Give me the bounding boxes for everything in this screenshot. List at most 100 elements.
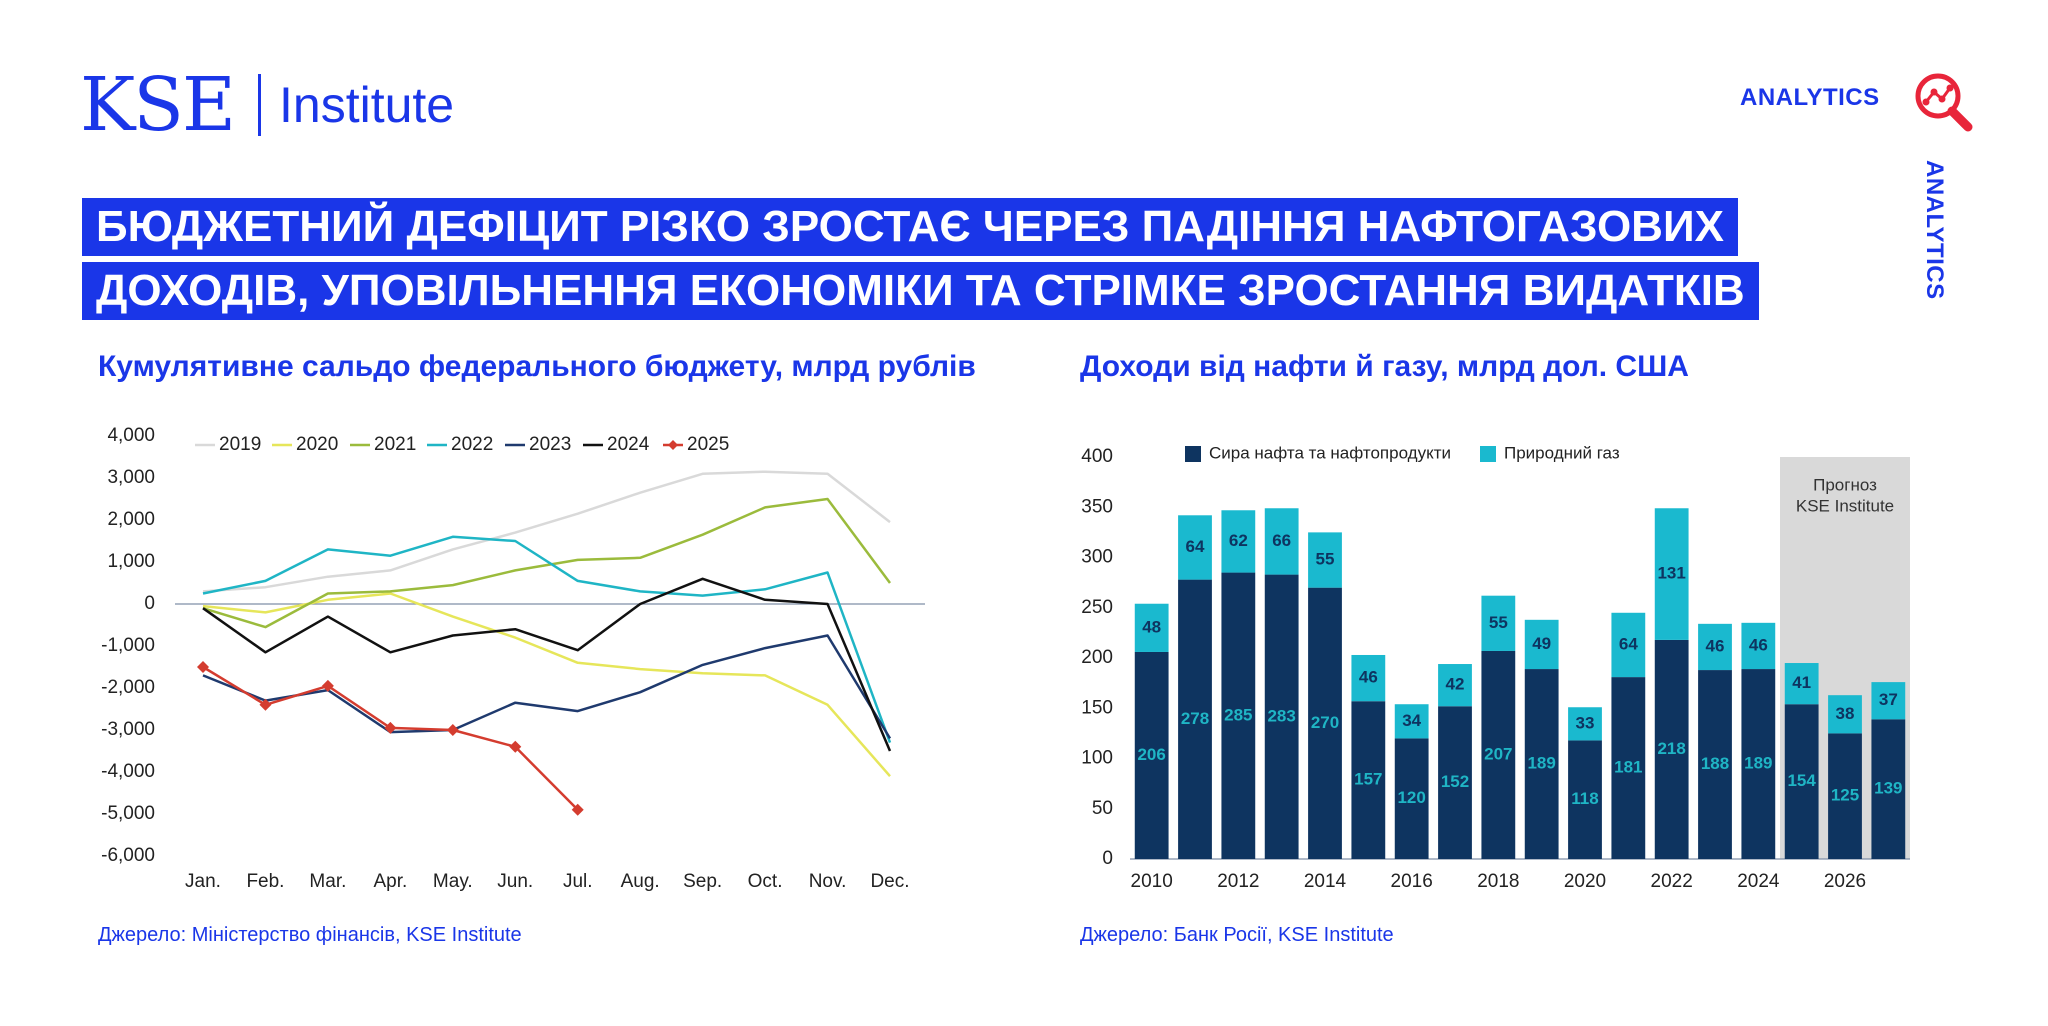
legend-label-2022: 2022 xyxy=(451,434,493,455)
bar-gas xyxy=(1741,622,1776,670)
legend-label-2023: 2023 xyxy=(529,434,571,455)
bar-oil xyxy=(1178,579,1212,859)
series-line-2023 xyxy=(202,634,892,740)
x-tick-label: Jul. xyxy=(563,871,593,892)
bar-label-gas: 46 xyxy=(1749,635,1768,654)
y-tick-label: 100 xyxy=(1081,748,1113,769)
x-tick-label: 2024 xyxy=(1737,871,1780,892)
series-point-2025 xyxy=(321,679,334,692)
x-tick-label: Sep. xyxy=(683,871,722,892)
x-tick-label: Dec. xyxy=(870,871,909,892)
legend-label-2024: 2024 xyxy=(607,434,650,455)
legend-label: Природний газ xyxy=(1504,443,1620,462)
legend-label: Сира нафта та нафтопродукти xyxy=(1209,443,1451,462)
left-chart-title: Кумулятивне сальдо федерального бюджету,… xyxy=(98,350,976,383)
bar-gas xyxy=(1178,515,1212,580)
bar-oil xyxy=(1264,574,1299,859)
bar-label-gas: 48 xyxy=(1142,617,1161,636)
legend-label-2019: 2019 xyxy=(219,434,261,455)
bar-oil xyxy=(1134,651,1169,859)
bar-label-gas: 55 xyxy=(1489,613,1508,632)
bar-label-gas: 64 xyxy=(1186,537,1205,556)
right-chart-title: Доходи від нафти й газу, млрд дол. США xyxy=(1080,350,1689,383)
bar-oil xyxy=(1438,706,1472,859)
bar-label-oil: 139 xyxy=(1874,779,1902,798)
bar-gas xyxy=(1264,508,1299,575)
bar-gas xyxy=(1134,603,1169,652)
legend-label-2021: 2021 xyxy=(374,434,416,455)
analytics-magnifier-icon xyxy=(1915,73,1973,132)
bar-oil xyxy=(1481,650,1516,859)
bar-label-gas: 37 xyxy=(1879,690,1898,709)
x-tick-label: 2018 xyxy=(1477,871,1519,892)
bar-oil xyxy=(1741,669,1776,859)
bar-oil xyxy=(1524,669,1559,859)
bar-gas xyxy=(1654,508,1689,640)
legend-swatch xyxy=(1480,446,1496,462)
bar-label-oil: 125 xyxy=(1831,786,1859,805)
y-tick-label: 150 xyxy=(1081,697,1113,718)
series-point-2025 xyxy=(384,721,397,734)
bar-label-gas: 131 xyxy=(1657,564,1685,583)
bar-gas xyxy=(1438,664,1472,707)
y-tick-label: 2,000 xyxy=(107,509,155,530)
bar-oil xyxy=(1351,701,1386,859)
series-line-2021 xyxy=(202,497,892,629)
y-tick-label: 3,000 xyxy=(107,467,155,488)
bar-gas xyxy=(1784,663,1819,705)
y-tick-label: 50 xyxy=(1092,798,1113,819)
bar-label-oil: 181 xyxy=(1614,758,1642,777)
y-tick-label: -2,000 xyxy=(101,677,155,698)
bar-label-gas: 55 xyxy=(1316,549,1335,568)
bar-gas xyxy=(1308,532,1342,588)
x-tick-label: 2026 xyxy=(1824,871,1866,892)
x-tick-label: Oct. xyxy=(748,871,783,892)
bar-gas xyxy=(1481,595,1516,651)
bar-label-gas: 41 xyxy=(1792,673,1811,692)
legend-swatch xyxy=(1185,446,1201,462)
headline: БЮДЖЕТНИЙ ДЕФІЦИТ РІЗКО ЗРОСТАЄ ЧЕРЕЗ ПА… xyxy=(82,198,1759,320)
series-line-2020 xyxy=(202,592,891,778)
bar-gas xyxy=(1351,654,1386,702)
bar-gas xyxy=(1394,704,1429,739)
y-tick-label: -4,000 xyxy=(101,761,155,782)
logo-kse-text: KSE xyxy=(80,62,236,148)
bar-label-oil: 118 xyxy=(1571,789,1598,808)
bar-gas xyxy=(1611,612,1646,678)
bar-gas xyxy=(1828,695,1862,734)
y-tick-label: 200 xyxy=(1081,647,1113,668)
logo-divider xyxy=(258,74,261,136)
bar-label-oil: 270 xyxy=(1311,713,1339,732)
kse-institute-logo: KSE Institute xyxy=(80,62,454,148)
x-tick-label: 2016 xyxy=(1391,871,1433,892)
y-tick-label: -6,000 xyxy=(101,845,155,866)
x-tick-label: May. xyxy=(433,871,473,892)
forecast-label: Прогноз xyxy=(1813,475,1877,494)
bar-label-oil: 188 xyxy=(1701,754,1729,773)
bar-label-gas: 62 xyxy=(1229,531,1248,550)
bar-oil xyxy=(1784,704,1819,859)
y-tick-label: 350 xyxy=(1081,496,1113,517)
forecast-label: KSE Institute xyxy=(1796,496,1894,515)
legend-label-2020: 2020 xyxy=(296,434,338,455)
bar-gas xyxy=(1698,623,1732,671)
bar-label-gas: 42 xyxy=(1446,675,1465,694)
bar-label-gas: 33 xyxy=(1576,713,1595,732)
bar-oil xyxy=(1394,738,1429,859)
bar-label-gas: 66 xyxy=(1272,531,1291,550)
y-tick-label: 300 xyxy=(1081,547,1113,568)
x-tick-label: 2012 xyxy=(1217,871,1259,892)
x-tick-label: 2014 xyxy=(1304,871,1347,892)
bar-oil xyxy=(1654,639,1689,859)
bar-gas xyxy=(1524,619,1559,670)
bar-oil xyxy=(1698,670,1732,859)
headline-line-2: ДОХОДІВ, УПОВІЛЬНЕННЯ ЕКОНОМІКИ ТА СТРІМ… xyxy=(82,262,1759,320)
series-point-2025 xyxy=(446,724,459,736)
bar-oil xyxy=(1611,677,1646,859)
y-tick-label: 400 xyxy=(1081,446,1113,467)
bar-label-oil: 218 xyxy=(1657,739,1685,758)
analytics-label: ANALYTICS xyxy=(1740,84,1880,111)
y-tick-label: -3,000 xyxy=(101,719,155,740)
left-chart-source: Джерело: Міністерство фінансів, KSE Inst… xyxy=(98,924,522,946)
